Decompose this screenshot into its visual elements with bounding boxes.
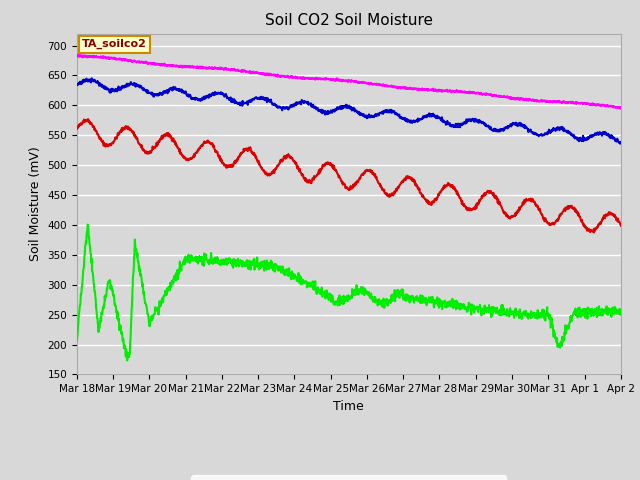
Title: Soil CO2 Soil Moisture: Soil CO2 Soil Moisture (265, 13, 433, 28)
Y-axis label: Soil Moisture (mV): Soil Moisture (mV) (29, 146, 42, 262)
X-axis label: Time: Time (333, 400, 364, 413)
Legend: Theta 1, Theta 2, Theta 3, Theta 4: Theta 1, Theta 2, Theta 3, Theta 4 (191, 475, 506, 480)
Text: TA_soilco2: TA_soilco2 (82, 39, 147, 49)
